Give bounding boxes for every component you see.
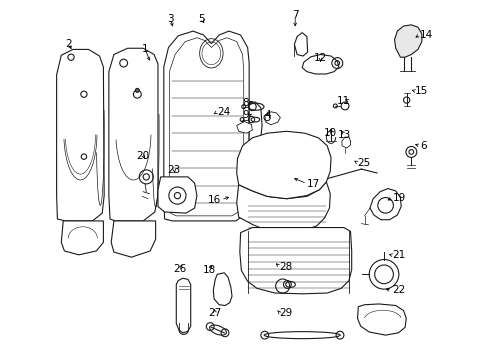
Text: 16: 16 <box>207 195 221 205</box>
Text: 21: 21 <box>392 250 405 260</box>
Polygon shape <box>236 182 329 233</box>
Text: 8: 8 <box>241 98 248 108</box>
Text: 26: 26 <box>173 264 186 274</box>
Polygon shape <box>213 273 231 306</box>
Polygon shape <box>158 177 197 213</box>
Polygon shape <box>264 112 280 125</box>
Circle shape <box>135 89 139 92</box>
Text: 10: 10 <box>323 129 336 138</box>
Text: 9: 9 <box>242 111 249 121</box>
Text: 15: 15 <box>414 86 427 96</box>
Text: 2: 2 <box>65 39 71 49</box>
Text: 7: 7 <box>291 10 298 20</box>
Text: 29: 29 <box>279 308 292 318</box>
Text: 18: 18 <box>203 265 216 275</box>
Polygon shape <box>239 228 351 294</box>
Text: 19: 19 <box>392 193 405 203</box>
Text: 13: 13 <box>337 130 350 140</box>
Text: 25: 25 <box>357 158 370 168</box>
Polygon shape <box>369 189 400 220</box>
Text: 5: 5 <box>198 14 204 24</box>
Text: 24: 24 <box>217 107 230 117</box>
Polygon shape <box>249 102 262 143</box>
Polygon shape <box>57 49 104 221</box>
Polygon shape <box>61 221 103 255</box>
Polygon shape <box>109 48 158 221</box>
Polygon shape <box>341 137 350 148</box>
Text: 4: 4 <box>264 111 271 121</box>
Text: 6: 6 <box>419 141 426 151</box>
Text: 12: 12 <box>313 53 326 63</box>
Polygon shape <box>394 25 421 57</box>
Polygon shape <box>357 304 406 335</box>
Polygon shape <box>236 122 252 133</box>
Polygon shape <box>111 221 155 257</box>
Text: 17: 17 <box>306 179 320 189</box>
Polygon shape <box>169 38 243 216</box>
Polygon shape <box>236 131 330 199</box>
Text: 20: 20 <box>136 150 149 161</box>
Text: 28: 28 <box>279 262 292 272</box>
Polygon shape <box>176 278 190 333</box>
Text: 27: 27 <box>208 309 222 318</box>
Text: 23: 23 <box>167 165 181 175</box>
Polygon shape <box>163 31 249 221</box>
Text: 11: 11 <box>336 96 349 106</box>
Polygon shape <box>302 54 338 74</box>
Text: 14: 14 <box>419 30 432 40</box>
Text: 1: 1 <box>142 44 148 54</box>
Polygon shape <box>294 33 307 56</box>
Text: 22: 22 <box>391 285 404 296</box>
Text: 3: 3 <box>167 14 173 24</box>
